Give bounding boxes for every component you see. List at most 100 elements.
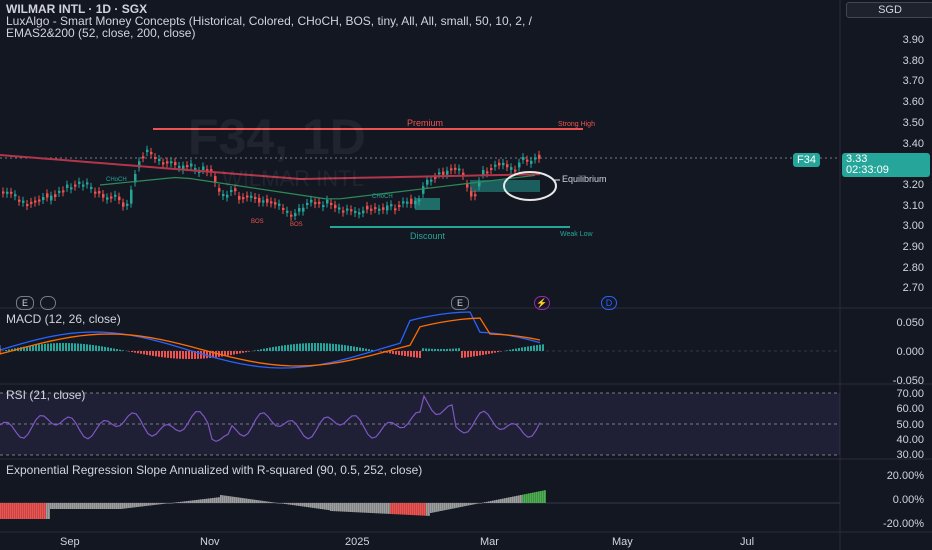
macd-histogram-bar [512, 349, 514, 351]
regression-bar [364, 503, 366, 513]
macd-histogram-bar [107, 347, 109, 351]
macd-histogram-bar [32, 345, 34, 351]
macd-histogram-bar [185, 351, 187, 359]
regression-bar [158, 503, 160, 505]
candle-body [98, 191, 101, 194]
regression-bar [146, 503, 148, 506]
regression-bar [154, 503, 156, 505]
candle-body [158, 159, 161, 162]
macd-histogram-bar [281, 345, 283, 351]
regression-bar [272, 502, 274, 503]
currency-button[interactable]: SGD [846, 2, 932, 18]
candle-body [510, 167, 513, 170]
regression-bar [112, 503, 114, 509]
regression-bar [198, 499, 200, 503]
last-price-badge: 3.33 02:33:09 [842, 153, 930, 177]
regression-bar [252, 499, 254, 503]
event-marker[interactable] [40, 296, 56, 310]
macd-histogram-bar [263, 348, 265, 351]
candle-body [62, 190, 65, 193]
regression-bar [512, 496, 514, 503]
macd-histogram-bar [506, 350, 508, 351]
candle-body [178, 165, 181, 168]
regression-bar [532, 492, 534, 503]
regression-bar [104, 503, 106, 509]
rsi-title[interactable]: RSI (21, close) [6, 388, 86, 402]
regression-bar [82, 503, 84, 509]
macd-histogram-bar [443, 348, 445, 351]
regression-bar [376, 503, 378, 514]
split-marker[interactable]: ⚡ [534, 296, 550, 310]
regression-bar [212, 497, 214, 503]
regression-bar [312, 503, 314, 508]
regression-bar [288, 503, 290, 505]
macd-histogram-bar [539, 344, 541, 351]
regression-bar [124, 503, 126, 509]
regression-bar [486, 501, 488, 503]
regression-bar [508, 497, 510, 503]
macd-histogram-bar [416, 351, 418, 358]
candle-body [390, 204, 393, 207]
macd-histogram-bar [257, 349, 259, 351]
macd-histogram-bar [269, 347, 271, 351]
regression-bar [362, 503, 364, 513]
bos-label: BOS [290, 222, 303, 228]
regression-bar [18, 503, 20, 519]
candle-body [358, 212, 361, 215]
regression-bar [536, 491, 538, 503]
regression-bar [38, 503, 40, 519]
regression-bar [304, 503, 306, 507]
macd-histogram-bar [392, 351, 394, 354]
macd-histogram-bar [455, 348, 457, 351]
earnings-marker[interactable]: E [16, 296, 34, 310]
macd-histogram-bar [56, 343, 58, 351]
regression-bar [2, 503, 4, 519]
macd-histogram-bar [122, 350, 124, 351]
ema-indicator-label[interactable]: EMAS2&200 (52, close, 200, close) [6, 26, 196, 40]
candle-body [434, 176, 437, 179]
regression-bar [280, 503, 282, 504]
regression-bar [300, 503, 302, 507]
regression-bar [500, 499, 502, 503]
regression-bar [76, 503, 78, 509]
symbol-title[interactable]: WILMAR INTL · 1D · SGX [6, 2, 148, 16]
candle-body [186, 165, 189, 168]
macd-histogram-bar [434, 348, 436, 351]
smc-indicator-label[interactable]: LuxAlgo - Smart Money Concepts (Historic… [6, 14, 532, 28]
regression-bar [370, 503, 372, 513]
candle-body [138, 161, 141, 168]
regression-bar [418, 503, 420, 516]
regression-bar [446, 503, 448, 510]
axis-tick-label: 3.10 [902, 199, 924, 212]
regression-bar [412, 503, 414, 516]
regression-bar [228, 496, 230, 503]
macd-histogram-bar [407, 351, 409, 357]
candle-body [22, 200, 25, 203]
regression-bar [316, 503, 318, 509]
dividend-marker[interactable]: D [601, 296, 617, 310]
candle-body [498, 162, 501, 166]
regression-bar [132, 503, 134, 508]
regression-bar [518, 495, 520, 503]
macd-line [0, 311, 541, 369]
macd-histogram-bar [509, 349, 511, 351]
candle-body [378, 208, 381, 211]
regression-bar [482, 502, 484, 504]
regression-bar [452, 503, 454, 509]
candle-body [518, 162, 521, 168]
regression-bar [230, 496, 232, 503]
candle-body [318, 201, 321, 204]
macd-histogram-bar [209, 351, 211, 358]
candle-body [522, 157, 525, 160]
macd-title[interactable]: MACD (12, 26, close) [6, 312, 121, 326]
regression-bar [258, 500, 260, 503]
time-tick-label: Nov [200, 536, 220, 548]
regression-bar [396, 503, 398, 515]
earnings-marker[interactable]: E [451, 296, 469, 310]
macd-histogram-bar [272, 347, 274, 351]
regression-bar [320, 503, 322, 509]
regression-title[interactable]: Exponential Regression Slope Annualized … [6, 463, 423, 477]
regression-bar [180, 501, 182, 503]
regression-bar [354, 503, 356, 513]
